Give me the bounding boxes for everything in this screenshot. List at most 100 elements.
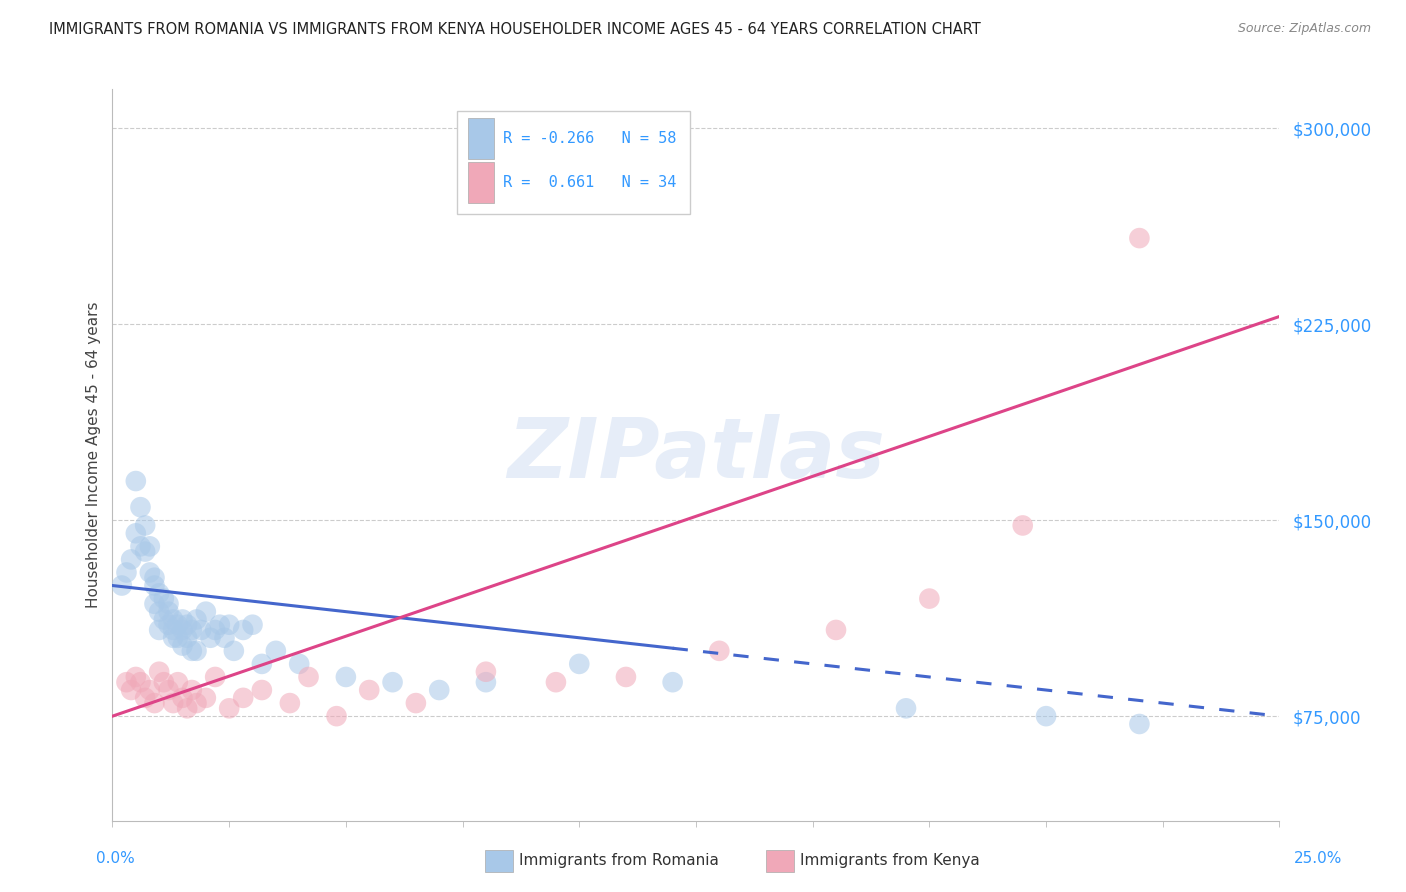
Point <box>157 605 180 619</box>
Point <box>115 566 138 580</box>
Point <box>335 670 357 684</box>
Point <box>115 675 138 690</box>
Point <box>194 605 217 619</box>
Point <box>180 623 202 637</box>
Point <box>120 552 142 566</box>
Point <box>180 644 202 658</box>
Point <box>176 701 198 715</box>
Point <box>475 665 498 679</box>
Point <box>153 613 176 627</box>
Point <box>297 670 319 684</box>
Point <box>166 617 188 632</box>
Point <box>278 696 301 710</box>
Point <box>204 623 226 637</box>
Point <box>242 617 264 632</box>
Point <box>180 683 202 698</box>
Point <box>194 690 217 705</box>
Point <box>148 623 170 637</box>
Text: IMMIGRANTS FROM ROMANIA VS IMMIGRANTS FROM KENYA HOUSEHOLDER INCOME AGES 45 - 64: IMMIGRANTS FROM ROMANIA VS IMMIGRANTS FR… <box>49 22 981 37</box>
Point <box>614 670 637 684</box>
Point <box>186 613 208 627</box>
Point <box>232 623 254 637</box>
Point <box>157 617 180 632</box>
Point <box>125 526 148 541</box>
Point <box>544 675 567 690</box>
Point <box>129 675 152 690</box>
Point <box>162 613 184 627</box>
Text: 0.0%: 0.0% <box>96 851 135 865</box>
Point <box>894 701 917 715</box>
Text: R =  0.661   N = 34: R = 0.661 N = 34 <box>503 176 676 190</box>
Point <box>405 696 427 710</box>
Point <box>172 639 194 653</box>
Point <box>825 623 848 637</box>
Point <box>208 617 231 632</box>
Point <box>568 657 591 671</box>
FancyBboxPatch shape <box>468 162 494 202</box>
Point <box>218 617 240 632</box>
Point <box>475 675 498 690</box>
Point <box>125 670 148 684</box>
Point <box>186 696 208 710</box>
Y-axis label: Householder Income Ages 45 - 64 years: Householder Income Ages 45 - 64 years <box>86 301 101 608</box>
Point <box>214 631 236 645</box>
Point <box>157 683 180 698</box>
FancyBboxPatch shape <box>468 119 494 159</box>
Point <box>129 539 152 553</box>
Point <box>111 578 134 592</box>
Point <box>427 683 450 698</box>
Point <box>325 709 347 723</box>
Point <box>200 631 222 645</box>
Point <box>204 670 226 684</box>
Point <box>134 690 156 705</box>
Text: 25.0%: 25.0% <box>1295 851 1343 865</box>
Point <box>222 644 245 658</box>
Text: R = -0.266   N = 58: R = -0.266 N = 58 <box>503 131 676 146</box>
Point <box>186 644 208 658</box>
Point <box>176 631 198 645</box>
Point <box>139 566 162 580</box>
Point <box>139 539 162 553</box>
Point <box>125 474 148 488</box>
Point <box>288 657 311 671</box>
Point <box>1035 709 1057 723</box>
FancyBboxPatch shape <box>457 112 690 213</box>
Point <box>264 644 287 658</box>
Point <box>250 657 273 671</box>
Point <box>250 683 273 698</box>
Text: ZIPatlas: ZIPatlas <box>508 415 884 495</box>
Point <box>172 690 194 705</box>
Point <box>661 675 683 690</box>
Point <box>1128 717 1150 731</box>
Text: Immigrants from Kenya: Immigrants from Kenya <box>800 854 980 868</box>
Point <box>166 631 188 645</box>
Point <box>153 591 176 606</box>
Point <box>1011 518 1033 533</box>
Point <box>120 683 142 698</box>
Point <box>143 696 166 710</box>
Point <box>1128 231 1150 245</box>
Point <box>176 617 198 632</box>
Point <box>218 701 240 715</box>
Point <box>143 578 166 592</box>
Point <box>143 597 166 611</box>
Point <box>381 675 404 690</box>
Point <box>148 605 170 619</box>
Point <box>359 683 381 698</box>
Point <box>143 571 166 585</box>
Point <box>172 623 194 637</box>
Point <box>709 644 731 658</box>
Point <box>172 613 194 627</box>
Point <box>129 500 152 515</box>
Point <box>134 544 156 558</box>
Point <box>166 675 188 690</box>
Point <box>162 631 184 645</box>
Point <box>134 518 156 533</box>
Point <box>148 665 170 679</box>
Point <box>139 683 162 698</box>
Point <box>162 623 184 637</box>
Text: Source: ZipAtlas.com: Source: ZipAtlas.com <box>1237 22 1371 36</box>
Point <box>148 586 170 600</box>
Point <box>162 696 184 710</box>
Point <box>190 623 212 637</box>
